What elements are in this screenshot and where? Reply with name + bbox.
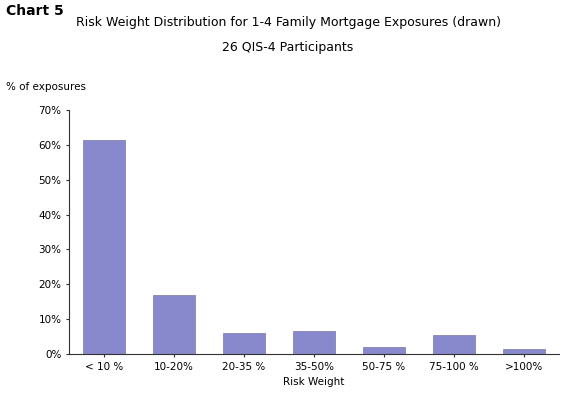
Text: 26 QIS-4 Participants: 26 QIS-4 Participants [222,41,354,54]
Text: Risk Weight Distribution for 1-4 Family Mortgage Exposures (drawn): Risk Weight Distribution for 1-4 Family … [75,16,501,29]
Bar [223,333,265,354]
Bar [433,335,475,354]
Bar [153,295,195,354]
X-axis label: Risk Weight: Risk Weight [283,377,344,387]
Text: Chart 5: Chart 5 [6,4,63,18]
Text: % of exposures: % of exposures [6,81,86,92]
Bar [363,347,405,354]
Bar [503,349,545,354]
Bar [83,140,125,354]
Bar [293,331,335,354]
